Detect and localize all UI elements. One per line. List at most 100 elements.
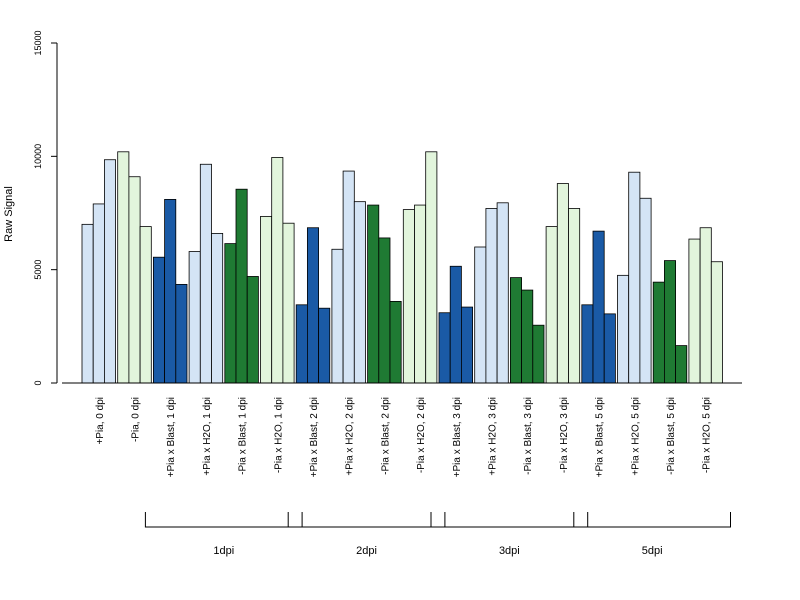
bar <box>710 261 723 384</box>
x-tick-label: +Pia x Blast, 3 dpi <box>452 397 463 477</box>
bar <box>675 345 688 384</box>
y-tick-label: 5000 <box>33 260 43 280</box>
bar <box>568 208 581 384</box>
bar <box>260 215 273 384</box>
group-brackets: 1dpi 2dpi 3dpi 5dpi <box>144 512 731 557</box>
bar <box>211 232 224 384</box>
bar <box>545 226 558 384</box>
bar <box>378 237 391 384</box>
bar <box>175 283 188 384</box>
bar-group <box>581 230 616 384</box>
bar <box>449 265 462 384</box>
bar <box>81 223 94 384</box>
x-tick-label: +Pia x H2O, 1 dpi <box>202 397 213 476</box>
y-tick-label: 15000 <box>33 30 43 55</box>
bar <box>246 276 259 384</box>
bar <box>664 260 677 384</box>
bar <box>353 201 366 384</box>
bar <box>688 238 701 384</box>
bar <box>425 151 438 384</box>
bar-group <box>295 227 331 384</box>
bar <box>509 277 522 384</box>
x-tick-label: -Pia, 0 dpi <box>131 397 142 442</box>
x-tick-label: -Pia x Blast, 2 dpi <box>380 397 391 475</box>
x-tick-label: -Pia x H2O, 3 dpi <box>559 397 570 473</box>
bar <box>224 243 237 384</box>
group-label: 3dpi <box>499 545 520 557</box>
bar-group <box>545 183 581 384</box>
x-tick-label: -Pia x Blast, 1 dpi <box>238 397 249 475</box>
bar-group <box>117 151 152 384</box>
bar-group <box>224 188 259 384</box>
bar-group <box>402 151 438 384</box>
x-tick-label: +Pia x H2O, 3 dpi <box>488 397 499 476</box>
bar <box>389 300 402 384</box>
bar <box>521 289 534 384</box>
bar <box>628 171 641 384</box>
bar <box>271 157 284 384</box>
bar-group <box>617 171 652 384</box>
x-tick-label: -Pia x H2O, 5 dpi <box>702 397 713 473</box>
bar <box>92 203 105 384</box>
bar-group <box>688 227 723 384</box>
bar <box>318 307 331 384</box>
bar <box>295 304 308 384</box>
bar <box>342 170 355 384</box>
x-tick-label: -Pia x Blast, 3 dpi <box>523 397 534 475</box>
y-axis-label: Raw Signal <box>3 186 15 242</box>
x-tick-label: -Pia x H2O, 1 dpi <box>273 397 284 473</box>
bar <box>639 197 652 384</box>
bar <box>496 202 509 384</box>
bar <box>485 208 498 384</box>
x-tick-label: +Pia x Blast, 1 dpi <box>166 397 177 477</box>
group-label: 5dpi <box>642 545 663 557</box>
bars <box>81 151 723 384</box>
x-tick-label: +Pia x H2O, 2 dpi <box>345 397 356 476</box>
x-tick-label: +Pia x Blast, 5 dpi <box>595 397 606 477</box>
bar-group <box>367 204 402 384</box>
bar <box>603 313 616 384</box>
bar-group <box>438 265 473 384</box>
bar <box>617 274 630 384</box>
bar <box>438 312 451 384</box>
bar <box>128 176 141 384</box>
x-tick-label: +Pia x Blast, 2 dpi <box>309 397 320 477</box>
group-label: 2dpi <box>356 545 377 557</box>
x-tick-label: +Pia, 0 dpi <box>95 397 106 445</box>
bar <box>699 227 712 384</box>
group-label: 1dpi <box>213 545 234 557</box>
group-bracket <box>144 512 303 528</box>
bar-group <box>509 277 545 384</box>
bar <box>414 204 427 384</box>
bar <box>199 163 212 384</box>
bar-group <box>652 260 688 384</box>
x-tick-label: -Pia x Blast, 5 dpi <box>666 397 677 475</box>
bar <box>306 227 319 384</box>
x-tick-label: +Pia x H2O, 5 dpi <box>630 397 641 476</box>
y-axis: 0 5000 10000 15000 <box>33 30 58 386</box>
bar <box>652 281 665 384</box>
group-bracket <box>287 512 446 528</box>
bar-group <box>331 170 366 384</box>
bar <box>460 306 473 384</box>
bar <box>164 198 177 384</box>
bar <box>188 251 201 384</box>
bar-group <box>188 163 224 384</box>
group-bracket <box>573 512 731 528</box>
bar-group <box>152 198 188 384</box>
bar <box>474 246 487 384</box>
bar <box>532 324 545 384</box>
bar <box>592 230 605 384</box>
bar <box>331 248 344 384</box>
x-tick-label: -Pia x H2O, 2 dpi <box>416 397 427 473</box>
bar <box>556 183 569 384</box>
bar <box>117 151 130 384</box>
bar <box>235 188 248 384</box>
bar <box>104 159 117 384</box>
bar-group <box>81 159 117 384</box>
bar <box>367 204 380 384</box>
y-tick-label: 10000 <box>33 144 43 169</box>
bar <box>152 256 165 384</box>
bar <box>402 209 415 384</box>
